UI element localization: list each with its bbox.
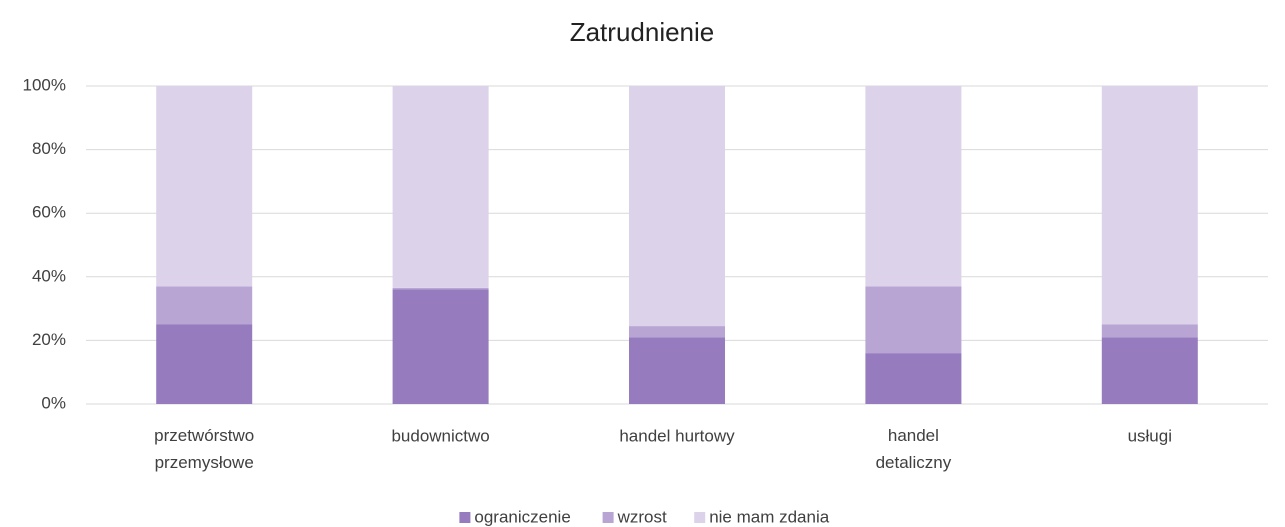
x-tick-label: handel hurtowy [619, 426, 735, 445]
bar-segment [865, 286, 962, 354]
bar-segment [629, 326, 725, 338]
bar-segment [392, 86, 489, 288]
bar-segment [1101, 86, 1198, 325]
y-tick-label: 40% [32, 266, 66, 285]
x-tick-label: przetwórstwo przemysłowe [154, 426, 254, 472]
bar-segment [1101, 324, 1198, 338]
y-tick-label: 100% [23, 75, 66, 94]
bar-segment [156, 286, 253, 325]
bar-segment [865, 86, 962, 287]
bar-segment [156, 324, 253, 404]
legend-label: nie mam zdania [709, 507, 830, 526]
bar-segment [392, 287, 489, 290]
x-tick-label: budownictwo [391, 426, 489, 445]
y-tick-label: 20% [32, 330, 66, 349]
bar-segment [392, 289, 489, 404]
legend-swatch [694, 512, 706, 523]
chart-title: Zatrudnienie [570, 17, 715, 47]
y-tick-label: 0% [41, 393, 66, 412]
y-tick-label: 80% [32, 139, 66, 158]
bar-segment [156, 86, 253, 287]
y-tick-label: 60% [32, 203, 66, 222]
legend-swatch [459, 512, 471, 523]
legend-swatch [602, 512, 614, 523]
x-tick-label: usługi [1128, 426, 1172, 445]
x-tick-label: handel detaliczny [876, 426, 952, 472]
legend-label: wzrost [617, 507, 667, 526]
bar-segment [629, 337, 725, 404]
legend-label: ograniczenie [474, 507, 570, 526]
bar-segment [865, 353, 962, 404]
bar-segment [629, 86, 725, 327]
bar-segment [1101, 337, 1198, 404]
